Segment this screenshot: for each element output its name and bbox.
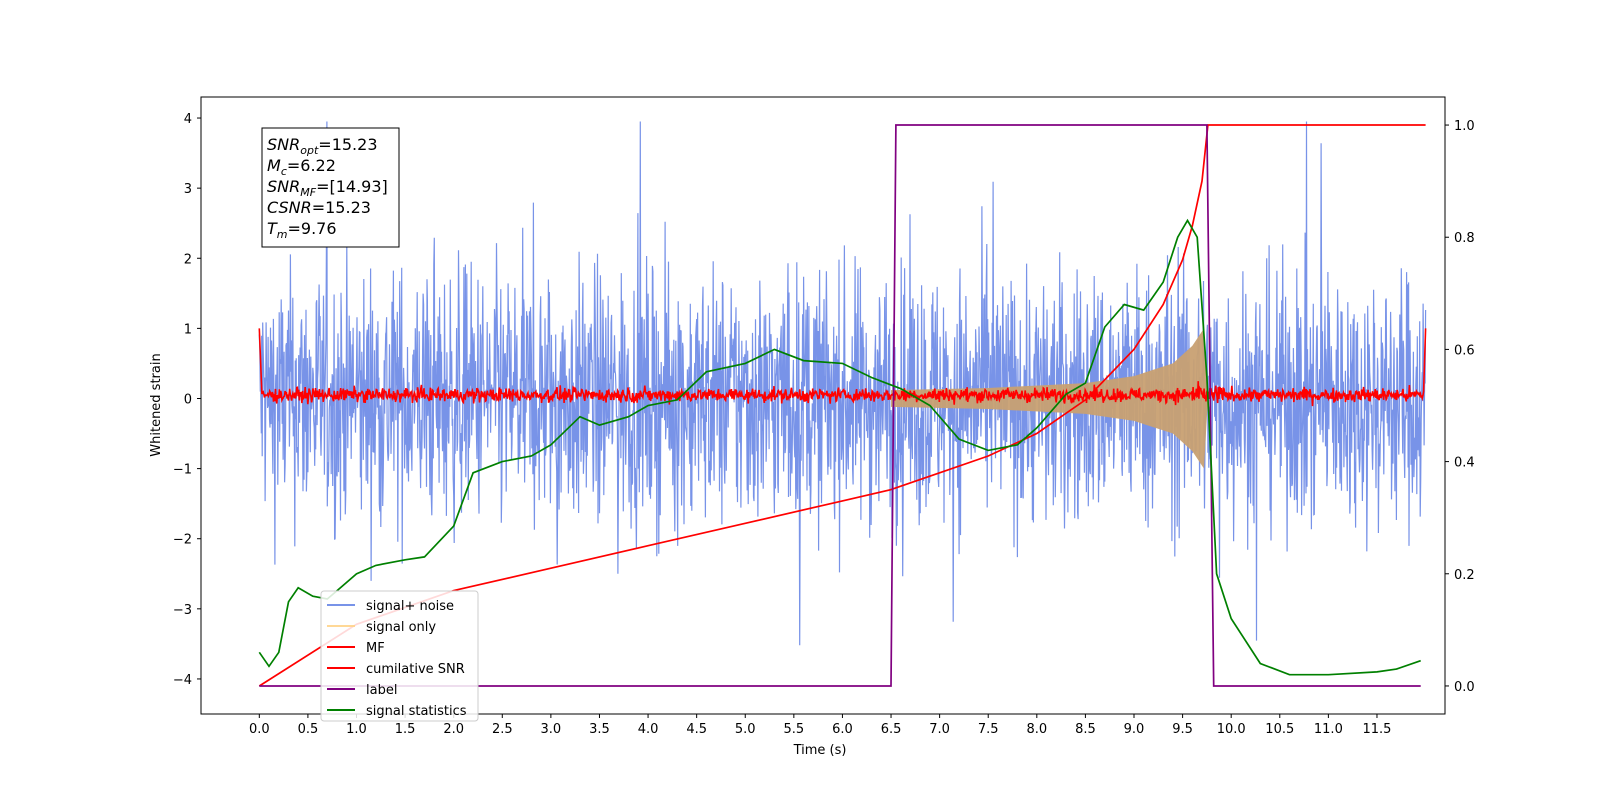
legend-label-signal-noise: signal+ noise <box>366 599 454 614</box>
x-tick-label-11-0: 11.0 <box>1314 722 1343 737</box>
x-tick-label-4-0: 4.0 <box>638 722 659 737</box>
y2-tick-label-1-0: 1.0 <box>1454 119 1475 134</box>
x-tick-label-3-0: 3.0 <box>541 722 562 737</box>
annotation-snr-opt-value: =15.23 <box>318 135 377 154</box>
axes-layer: 0.0 0.5 1.0 1.5 2.0 2.5 3.0 3.5 4.0 4.5 5.0 5.5 6.0 6… <box>173 112 1475 737</box>
annotation-csnr-value: =15.23 <box>312 198 371 217</box>
x-tick-label-8-5: 8.5 <box>1075 722 1096 737</box>
series-signal-statistics <box>258 218 1421 676</box>
y-tick-label-1: 1 <box>184 322 192 337</box>
y2-tick-label-0-8: 0.8 <box>1454 231 1475 246</box>
legend-label-mf: MF <box>366 641 385 656</box>
x-tick-label-1-0: 1.0 <box>346 722 367 737</box>
annotation-mc-value: =6.22 <box>287 156 336 175</box>
x-tick-label-9-0: 9.0 <box>1124 722 1145 737</box>
y-tick-label-3: 3 <box>184 182 192 197</box>
x-axis-title: Time (s) <box>793 743 847 758</box>
x-tick-label-5-0: 5.0 <box>735 722 756 737</box>
x-tick-label-8-0: 8.0 <box>1026 722 1047 737</box>
x-tick-label-10-5: 10.5 <box>1265 722 1294 737</box>
y-tick-label-1: −1 <box>173 463 192 478</box>
x-tick-label-1-5: 1.5 <box>395 722 416 737</box>
annotation-tm-value: =9.76 <box>288 219 337 238</box>
y-tick-label-2: −2 <box>173 533 192 548</box>
y2-tick-label-0-4: 0.4 <box>1454 456 1475 471</box>
y-tick-label-4: −4 <box>173 673 192 688</box>
x-tick-label-4-5: 4.5 <box>686 722 707 737</box>
x-tick-label-10-0: 10.0 <box>1217 722 1246 737</box>
legend-frame <box>320 590 479 722</box>
y2-tick-label-0-2: 0.2 <box>1454 568 1475 583</box>
legend-label-cumilative-snr: cumilative SNR <box>366 662 465 677</box>
annotation-snr-mf: SNRMF=[14.93] <box>267 177 388 199</box>
series-signal-noise <box>258 121 1427 646</box>
series-signal-only <box>891 328 1208 469</box>
annotation-snr-opt: SNRopt=15.23 <box>267 135 378 157</box>
x-tick-label-6-0: 6.0 <box>832 722 853 737</box>
y2-tick-label-0-6: 0.6 <box>1454 343 1475 358</box>
y-tick-label-2: 2 <box>184 252 192 267</box>
series-layer <box>258 121 1427 687</box>
annotation-snr-mf-subscript: MF <box>300 186 316 199</box>
annotation-csnr: CSNR=15.23 <box>267 198 371 217</box>
x-tick-label-11-5: 11.5 <box>1362 722 1391 737</box>
annotation-tm-symbol: T <box>267 219 278 238</box>
x-tick-label-0-0: 0.0 <box>249 722 270 737</box>
annotation-snr-opt-symbol: SNR <box>267 135 300 154</box>
y-tick-label-3: −3 <box>173 603 192 618</box>
annotation-mc-symbol: M <box>267 156 281 175</box>
series-label <box>259 124 1421 687</box>
annotation-tm-subscript: m <box>277 228 288 241</box>
annotation-mc-subscript: c <box>281 165 287 178</box>
legend-label-label: label <box>366 683 397 698</box>
y-tick-label-0: 0 <box>184 392 192 407</box>
annotation-csnr-symbol: CSNR <box>267 198 312 217</box>
stats-annotation-frame <box>261 127 400 248</box>
x-tick-label-9-5: 9.5 <box>1172 722 1193 737</box>
y2-tick-label-0-0: 0.0 <box>1454 680 1475 695</box>
x-tick-label-3-5: 3.5 <box>589 722 610 737</box>
x-tick-label-7-5: 7.5 <box>978 722 999 737</box>
x-tick-label-5-5: 5.5 <box>784 722 805 737</box>
legend-label-signal-statistics: signal statistics <box>366 704 467 719</box>
annotation-mc: Mc=6.22 <box>267 156 336 178</box>
legend: signal+ noise signal only MF cumilative SNR… <box>320 590 479 722</box>
legend-label-signal-only: signal only <box>366 620 436 635</box>
annotation-snr-mf-value: =[14.93] <box>316 177 388 196</box>
annotation-tm: Tm=9.76 <box>267 219 337 241</box>
x-tick-label-6-5: 6.5 <box>881 722 902 737</box>
annotation-snr-mf-symbol: SNR <box>267 177 300 196</box>
y-axis-title: Whitened strain <box>149 353 164 456</box>
stats-annotation-box: SNRopt=15.23 Mc=6.22 SNRMF=[14.93] CSNR=… <box>261 127 400 248</box>
x-tick-label-2-5: 2.5 <box>492 722 513 737</box>
series-cumilative-snr <box>258 124 1426 687</box>
series-mf <box>258 328 1427 407</box>
x-tick-label-7-0: 7.0 <box>929 722 950 737</box>
x-tick-label-2-0: 2.0 <box>443 722 464 737</box>
plot-frame <box>200 96 1446 715</box>
annotation-snr-opt-subscript: opt <box>300 144 319 157</box>
x-tick-label-0-5: 0.5 <box>298 722 319 737</box>
y-tick-label-4: 4 <box>184 112 192 127</box>
